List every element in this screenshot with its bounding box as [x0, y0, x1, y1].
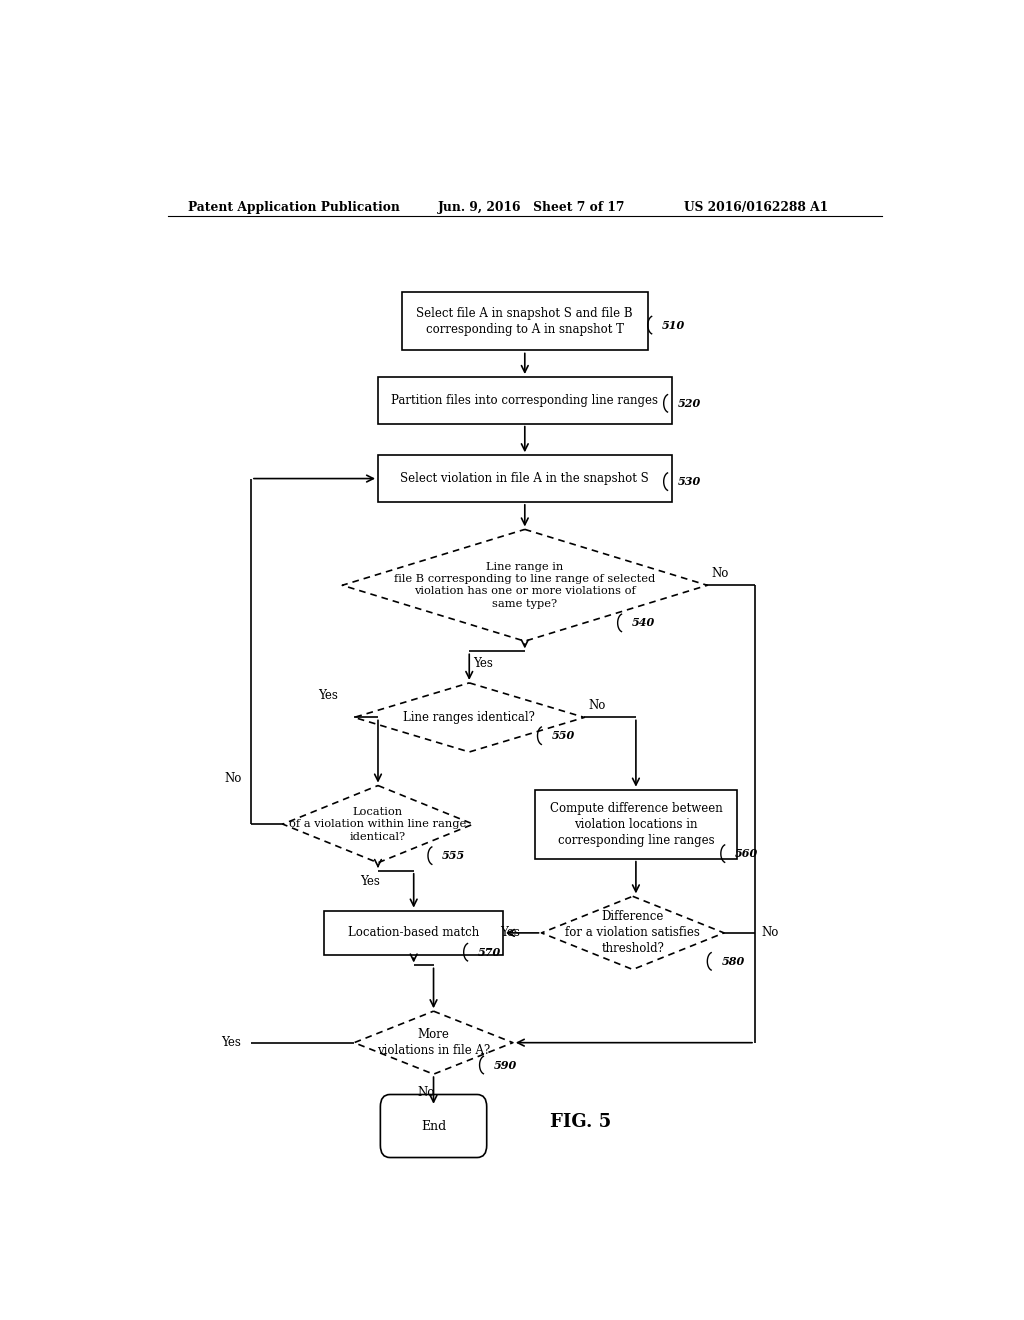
Text: 510: 510	[663, 319, 685, 330]
Text: Select file A in snapshot S and file B
corresponding to A in snapshot T: Select file A in snapshot S and file B c…	[417, 306, 633, 335]
Text: Line range in
file B corresponding to line range of selected
violation has one o: Line range in file B corresponding to li…	[394, 562, 655, 609]
Text: 520: 520	[678, 397, 701, 409]
Text: No: No	[225, 772, 243, 785]
Text: Yes: Yes	[500, 927, 520, 940]
Text: Line ranges identical?: Line ranges identical?	[403, 711, 536, 723]
FancyBboxPatch shape	[325, 911, 503, 956]
Text: Yes: Yes	[221, 1036, 241, 1049]
Text: No: No	[712, 566, 729, 579]
Text: 560: 560	[735, 849, 759, 859]
Text: Location-based match: Location-based match	[348, 927, 479, 940]
Text: 580: 580	[722, 956, 744, 966]
FancyBboxPatch shape	[535, 789, 737, 859]
Text: 555: 555	[442, 850, 466, 861]
Text: Compute difference between
violation locations in
corresponding line ranges: Compute difference between violation loc…	[550, 801, 722, 846]
FancyBboxPatch shape	[378, 455, 672, 502]
Text: No: No	[588, 698, 605, 711]
Polygon shape	[283, 785, 473, 863]
Text: Partition files into corresponding line ranges: Partition files into corresponding line …	[391, 393, 658, 407]
Text: Jun. 9, 2016   Sheet 7 of 17: Jun. 9, 2016 Sheet 7 of 17	[437, 201, 625, 214]
Text: FIG. 5: FIG. 5	[550, 1113, 611, 1131]
Text: 540: 540	[632, 618, 655, 628]
Text: No: No	[761, 927, 778, 940]
FancyBboxPatch shape	[401, 292, 648, 351]
Polygon shape	[542, 896, 724, 969]
Text: Difference
for a violation satisfies
threshold?: Difference for a violation satisfies thr…	[565, 911, 700, 956]
Text: Yes: Yes	[318, 689, 338, 701]
Text: Select violation in file A in the snapshot S: Select violation in file A in the snapsh…	[400, 473, 649, 484]
Polygon shape	[354, 682, 585, 752]
Text: 550: 550	[552, 730, 575, 742]
Text: Yes: Yes	[360, 875, 380, 887]
Text: Location
of a violation within line range
identical?: Location of a violation within line rang…	[290, 807, 467, 842]
Polygon shape	[342, 529, 708, 642]
Text: Patent Application Publication: Patent Application Publication	[187, 201, 399, 214]
Polygon shape	[354, 1011, 513, 1074]
Text: End: End	[421, 1119, 446, 1133]
Text: US 2016/0162288 A1: US 2016/0162288 A1	[684, 201, 827, 214]
Text: No: No	[417, 1086, 434, 1100]
Text: 530: 530	[678, 477, 701, 487]
FancyBboxPatch shape	[378, 378, 672, 424]
Text: 570: 570	[478, 946, 501, 958]
Text: 590: 590	[494, 1060, 517, 1071]
Text: More
violations in file A?: More violations in file A?	[377, 1028, 490, 1057]
FancyBboxPatch shape	[380, 1094, 486, 1158]
Text: Yes: Yes	[473, 657, 494, 671]
